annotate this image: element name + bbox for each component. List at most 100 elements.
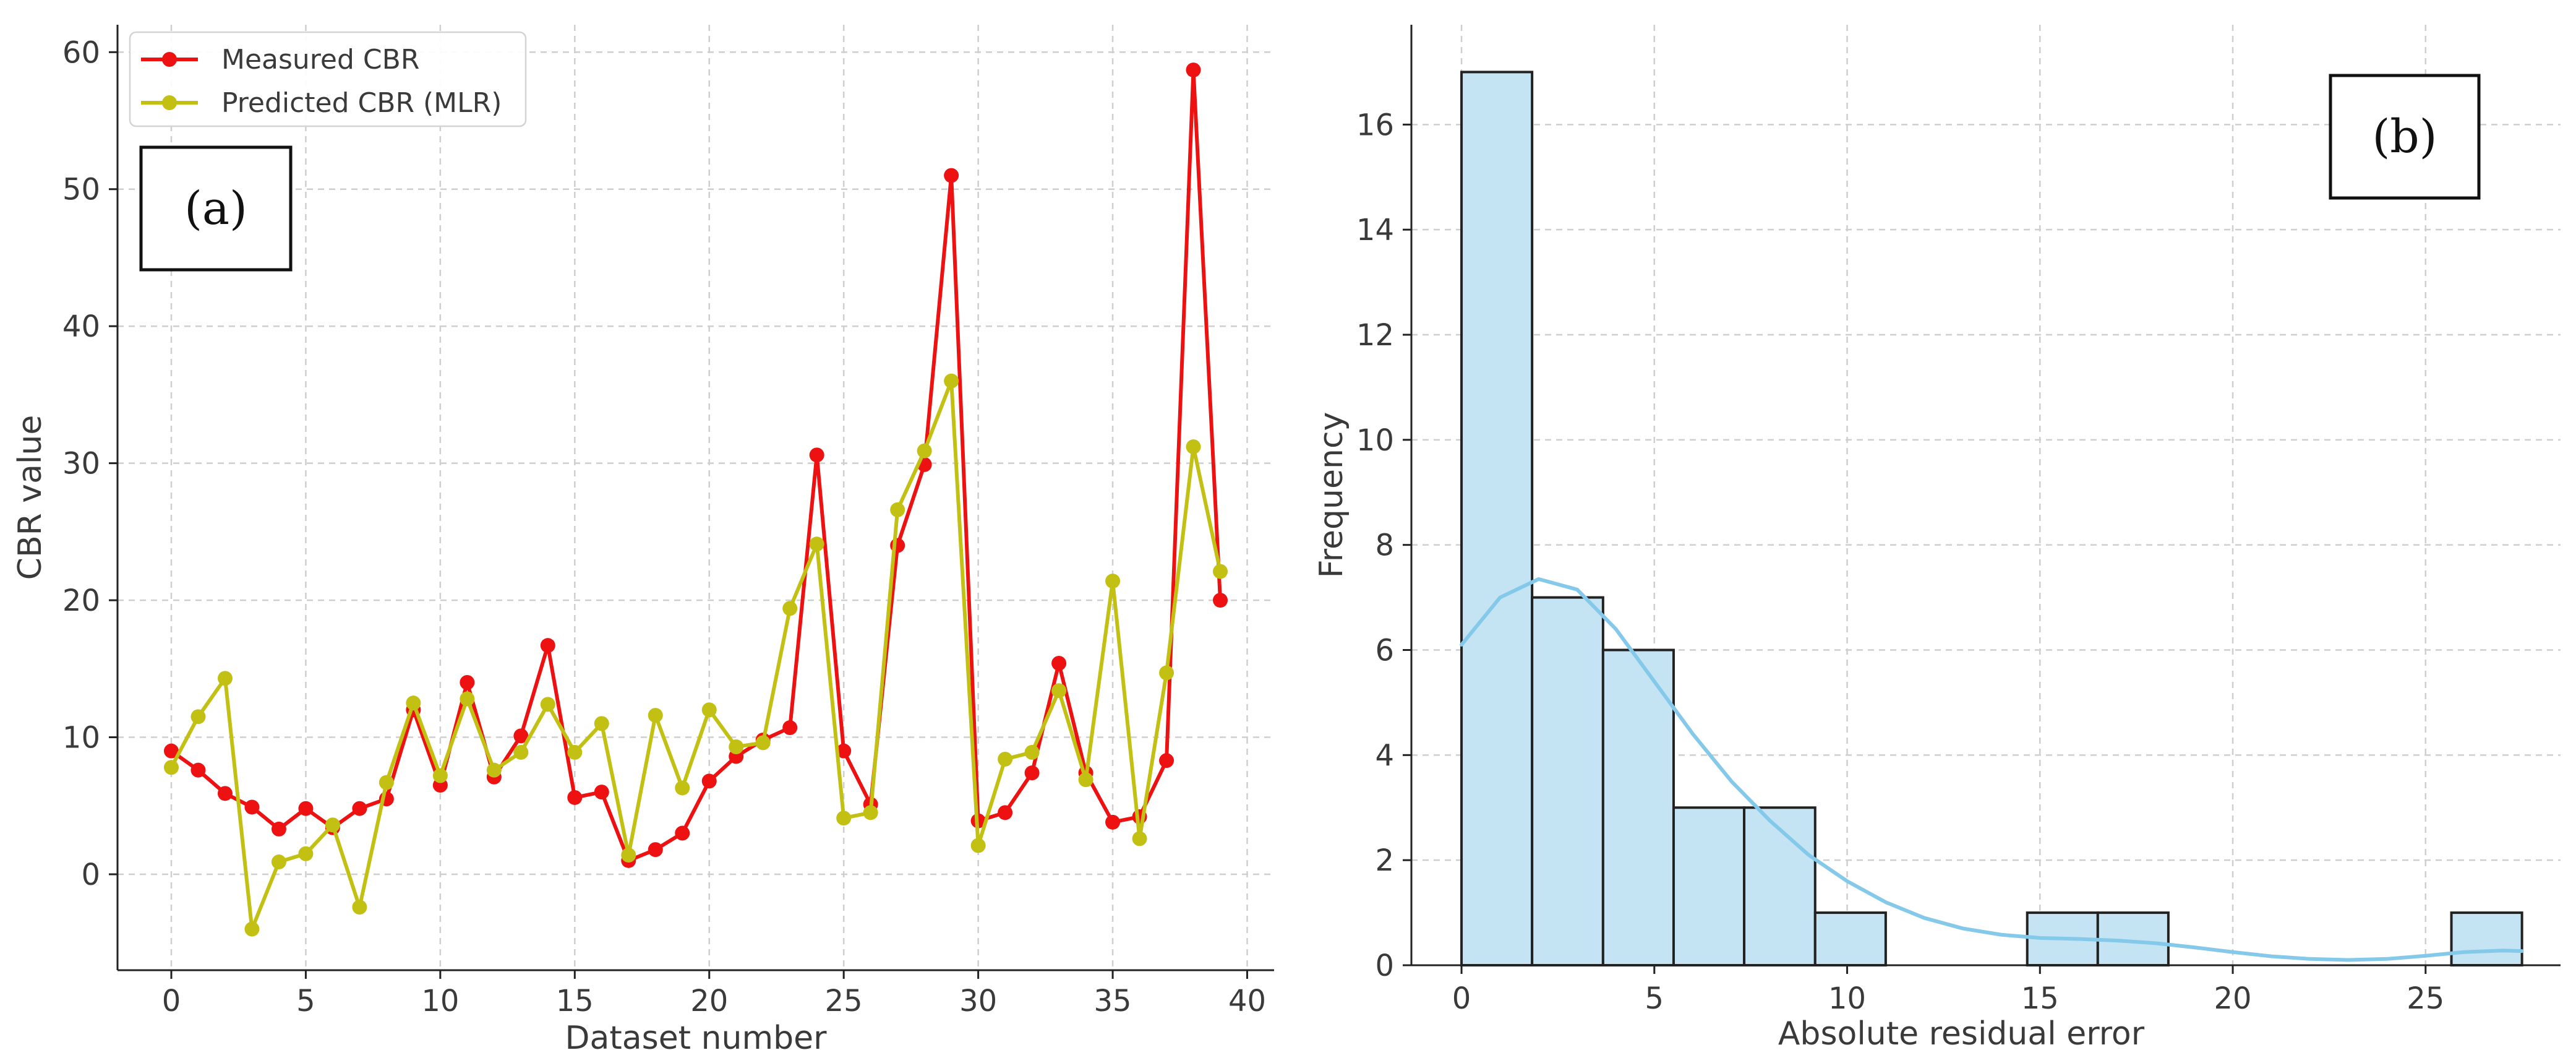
panel-a-y-tick-label: 0: [81, 858, 100, 892]
panel-a-data-point: [970, 838, 986, 853]
panel-a-data-point: [460, 691, 475, 707]
panel-a-data-point: [863, 805, 878, 820]
panel-a-line-chart: 0 5 10 15 20 25 30 35 40 0 10 20 30 40 50 60 Dataset num…: [12, 25, 1274, 1057]
panel-a-data-point: [1186, 62, 1201, 78]
panel-a-data-point: [1213, 564, 1228, 579]
panel-a-x-tick-label: 15: [556, 984, 594, 1018]
panel-a-data-point: [675, 825, 690, 841]
panel-a-tag-box: [139, 145, 293, 272]
panel-a-data-point: [648, 708, 663, 723]
panel-a-y-tick-label: 40: [62, 309, 100, 344]
panel-a-data-point: [890, 502, 905, 517]
panel-b-histogram-bar: [1460, 71, 1534, 967]
panel-a-data-point: [782, 720, 798, 736]
panel-a-data-point: [352, 801, 367, 816]
panel-b-y-tick-label: 8: [1375, 528, 1394, 563]
panel-a-data-point: [701, 702, 717, 718]
panel-a-data-point: [1051, 683, 1067, 699]
panel-b-histogram-bar: [1813, 911, 1887, 966]
panel-a-data-point: [163, 760, 179, 775]
panel-a-y-tick-label: 30: [62, 447, 100, 481]
panel-a-data-point: [406, 695, 421, 711]
panel-a-gridlines: [118, 25, 1274, 970]
panel-a-data-point: [1213, 593, 1228, 608]
panel-a-data-point: [190, 709, 206, 725]
panel-a-x-tick-label: 40: [1228, 984, 1266, 1018]
panel-a-data-point: [621, 847, 636, 863]
panel-a-data-point: [432, 768, 448, 783]
panel-a-x-tick-label: 0: [162, 984, 181, 1018]
panel-a-data-point: [163, 743, 179, 759]
panel-a-data-point: [352, 900, 367, 915]
panel-b-histogram-bar: [2450, 911, 2523, 966]
panel-a-data-point: [1051, 655, 1067, 671]
panel-a-data-point: [567, 790, 583, 805]
panel-a-data-point: [594, 716, 609, 731]
panel-a-data-point: [729, 739, 744, 755]
panel-a-y-tick-label: 20: [62, 583, 100, 618]
panel-a-data-point: [298, 801, 314, 816]
panel-b-histogram: 0 5 10 15 20 25 0 2 4 6 8 10 12 14 16 Absolute residual…: [1313, 25, 2561, 1052]
panel-a-tag-label: (a): [184, 182, 247, 235]
panel-b-histogram-bar: [1601, 648, 1675, 966]
panel-a-data-point: [325, 817, 340, 833]
panel-a-data-point: [513, 728, 529, 744]
panel-b-y-tick-label: 14: [1356, 213, 1394, 247]
panel-a-data-point: [836, 811, 852, 826]
panel-a-data-point: [1105, 814, 1121, 830]
panel-a-x-tick-label: 20: [690, 984, 728, 1018]
panel-a-y-axis-title: CBR value: [12, 415, 49, 580]
panel-a-data-point: [486, 762, 502, 778]
panel-a-data-point: [1132, 831, 1147, 846]
panel-a-data-point: [809, 447, 824, 463]
panel-a-data-point: [917, 443, 932, 458]
panel-b-y-tick-label: 6: [1375, 634, 1394, 668]
panel-a-data-point: [244, 921, 260, 937]
panel-a-data-point: [217, 786, 233, 801]
panel-b-x-axis-title: Absolute residual error: [1778, 1015, 2145, 1052]
panel-a-data-point: [675, 780, 690, 796]
panel-b-x-tick-label: 25: [2407, 981, 2444, 1016]
panel-a-legend-swatch-marker: [162, 95, 177, 110]
panel-a-y-tick-label: 60: [62, 35, 100, 70]
panel-b-y-tick-label: 4: [1375, 738, 1394, 773]
panel-b-histogram-bar: [1531, 596, 1604, 966]
panel-b-y-tick-label: 16: [1356, 108, 1394, 142]
panel-a-data-point: [998, 805, 1013, 820]
panel-a-data-point: [782, 601, 798, 616]
panel-a-x-axis-title: Dataset number: [565, 1020, 827, 1057]
panel-a-data-point: [1159, 665, 1175, 681]
panel-a-x-tick-label: 5: [296, 984, 315, 1018]
panel-a-y-tick-label: 10: [62, 721, 100, 755]
panel-b-x-tick-label: 0: [1452, 981, 1471, 1016]
panel-b-y-tick-label: 10: [1356, 423, 1394, 458]
panel-a-data-point: [944, 168, 959, 183]
panel-a-data-point: [217, 671, 233, 686]
panel-a-data-point: [271, 821, 286, 837]
panel-a-data-point: [540, 697, 555, 712]
panel-a-y-tick-label: 50: [62, 173, 100, 207]
panel-a-data-point: [594, 785, 609, 800]
panel-a-series-1: [163, 373, 1228, 937]
panel-a-data-point: [244, 799, 260, 815]
panel-a-data-point: [998, 751, 1013, 767]
panel-b-x-tick-label: 5: [1645, 981, 1664, 1016]
panel-a-data-point: [1105, 574, 1121, 589]
panel-a-legend-box: [129, 31, 527, 127]
panel-b-tag-label: (b): [2372, 110, 2437, 163]
panel-b-tag-box: [2329, 74, 2481, 200]
panel-a-legend-swatch-marker: [162, 52, 177, 67]
panel-b-bars: [1460, 71, 2523, 967]
panel-b-x-tick-label: 15: [2021, 981, 2059, 1016]
panel-a-data-point: [190, 762, 206, 778]
panel-a-legend: Measured CBR Predicted CBR (MLR): [129, 31, 527, 127]
panel-b-x-tick-label: 10: [1828, 981, 1866, 1016]
panel-a-data-point: [836, 743, 852, 759]
panel-a-data-point: [379, 775, 394, 790]
panel-b-y-tick-label: 12: [1356, 318, 1394, 353]
panel-a-legend-label: Measured CBR: [221, 44, 419, 75]
panel-a-data-point: [540, 638, 555, 653]
panel-a-data-point: [755, 735, 771, 751]
